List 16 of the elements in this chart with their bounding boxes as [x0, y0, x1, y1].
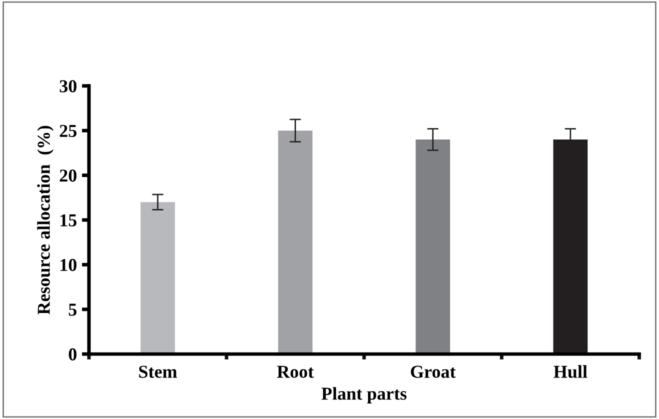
bar [140, 202, 175, 354]
y-tick-label: 25 [60, 124, 76, 138]
y-tick-label: 30 [60, 80, 76, 92]
y-tick-label: 0 [68, 348, 76, 360]
x-tick-label: Root [277, 366, 314, 378]
x-tick-label: Stem [139, 366, 177, 378]
y-tick-label: 20 [60, 170, 76, 182]
bar [416, 140, 450, 354]
x-tick-label: Hull [554, 365, 588, 378]
x-axis-title: Plant parts [322, 387, 407, 404]
y-axis-title: Resource allocation (%) [37, 126, 54, 315]
y-tick-label: 10 [60, 258, 76, 272]
x-tick-label: Groat [410, 366, 456, 378]
y-tick-label: 15 [60, 214, 76, 226]
y-tick-label: 5 [68, 304, 76, 316]
bar [278, 130, 313, 354]
